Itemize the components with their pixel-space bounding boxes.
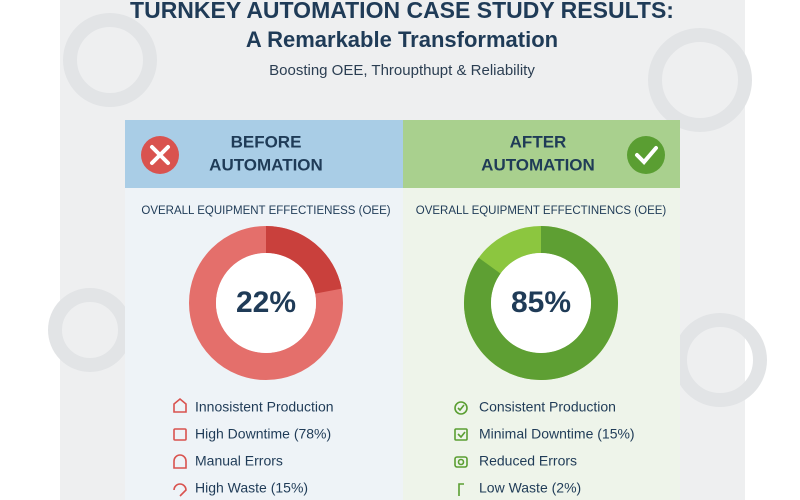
metric-label: OVERALL EQUIPMENT EFFECTIENESS (OEE) — [141, 205, 390, 217]
donut-value: 85% — [511, 286, 571, 319]
items: Innosistent Production High Downtime (78%… — [195, 399, 635, 496]
donut-value: 22% — [236, 286, 296, 319]
panel-heading: AFTER — [510, 132, 567, 151]
donut-arc — [265, 226, 342, 295]
check-icon — [627, 136, 665, 174]
metric-label: OVERALL EQUIPMENT EFFECTINENCS (OEE) — [416, 205, 667, 217]
panel-heading: AUTOMATION — [209, 155, 323, 174]
tagline: Boosting OEE, Throupthupt & Reliability — [269, 62, 535, 79]
item-label: High Waste (15%) — [195, 480, 308, 496]
check-mark — [635, 146, 658, 165]
item-label: Manual Errors — [195, 453, 283, 469]
cross-mark — [150, 145, 170, 165]
panel-heading: BEFORE — [231, 132, 302, 151]
title: TURNKEY AUTOMATION CASE STUDY RESULTS: — [130, 0, 674, 23]
donuts: 22% 85% — [189, 226, 618, 380]
item-label: Innosistent Production — [195, 399, 334, 415]
item-label: Reduced Errors — [479, 453, 577, 469]
donut-arc — [464, 226, 618, 380]
panel-heading: AUTOMATION — [481, 155, 595, 174]
subtitle: A Remarkable Transformation — [246, 27, 558, 52]
item-label: Consistent Production — [479, 399, 616, 415]
donut-hole — [216, 253, 316, 353]
item-label: High Downtime (78%) — [195, 426, 331, 442]
after-icons — [454, 401, 468, 496]
item-label: Low Waste (2%) — [479, 480, 581, 496]
item-label: Minimal Downtime (15%) — [479, 426, 635, 442]
before-icons — [173, 397, 187, 497]
donut-hole — [491, 253, 591, 353]
